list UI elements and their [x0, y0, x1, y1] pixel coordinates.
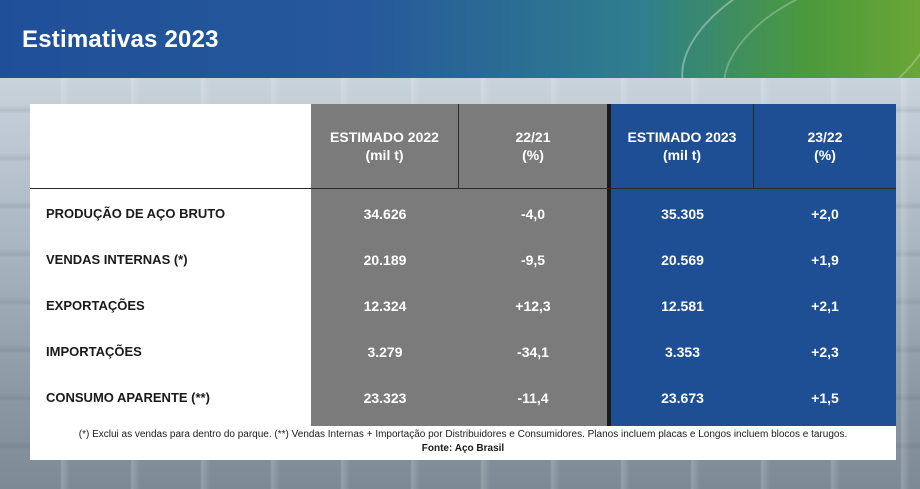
header-unit: (mil t) — [365, 147, 404, 163]
cell-var2221: -11,4 — [517, 390, 549, 406]
header-unit: (%) — [522, 147, 544, 163]
table-row: EXPORTAÇÕES 12.324 +12,3 12.581 +2,1 — [30, 283, 896, 329]
label-column — [30, 104, 311, 426]
cell-var2221: +12,3 — [515, 298, 551, 314]
var-23-22-column — [754, 104, 896, 426]
row-label: PRODUÇÃO DE AÇO BRUTO — [46, 206, 226, 221]
header-estimado-2023: ESTIMADO 2023 (mil t) — [611, 104, 754, 188]
table-row: CONSUMO APARENTE (**) 23.323 -11,4 23.67… — [30, 375, 896, 421]
cell-var2322: +1,9 — [811, 252, 839, 268]
cell-var2322: +2,1 — [811, 298, 839, 314]
cell-est2022: 34.626 — [363, 206, 407, 222]
header-estimado-2022: ESTIMADO 2022 (mil t) — [311, 104, 459, 188]
header-line: 23/22 — [807, 129, 843, 145]
cell-est2022: 20.189 — [363, 252, 407, 268]
footnote: (*) Exclui as vendas para dentro do parq… — [30, 428, 896, 456]
header-unit: (%) — [814, 147, 836, 163]
estimado-2022-column — [311, 104, 459, 426]
source-text: Fonte: Aço Brasil — [421, 443, 505, 454]
cell-var2221: -9,5 — [520, 252, 546, 268]
cell-est2023: 3.353 — [664, 344, 701, 360]
cell-est2022: 23.323 — [363, 390, 407, 406]
header-var-22-21: 22/21 (%) — [459, 104, 607, 188]
cell-est2023: 20.569 — [661, 252, 704, 268]
table-row: PRODUÇÃO DE AÇO BRUTO 34.626 -4,0 35.305… — [30, 191, 896, 237]
cell-est2023: 35.305 — [661, 206, 704, 222]
header-line: 22/21 — [515, 129, 551, 145]
row-label: IMPORTAÇÕES — [46, 344, 142, 359]
title-banner: Estimativas 2023 — [0, 0, 920, 78]
cell-var2322: +2,0 — [811, 206, 839, 222]
header-var-23-22: 23/22 (%) — [754, 104, 896, 188]
row-label: EXPORTAÇÕES — [46, 298, 145, 313]
cell-var2322: +1,5 — [811, 390, 839, 406]
cell-est2022: 12.324 — [363, 298, 407, 314]
page-title: Estimativas 2023 — [22, 26, 219, 53]
cell-var2221: -34,1 — [517, 344, 549, 360]
cell-var2221: -4,0 — [520, 206, 546, 222]
table-header-row: ESTIMADO 2022 (mil t) 22/21 (%) ESTIMADO… — [30, 104, 896, 189]
header-line: ESTIMADO 2023 — [627, 129, 737, 145]
row-label: CONSUMO APARENTE (**) — [46, 390, 210, 405]
table-row: IMPORTAÇÕES 3.279 -34,1 3.353 +2,3 — [30, 329, 896, 375]
table-row: VENDAS INTERNAS (*) 20.189 -9,5 20.569 +… — [30, 237, 896, 283]
cell-est2023: 12.581 — [661, 298, 704, 314]
cell-est2023: 23.673 — [661, 390, 704, 406]
cell-var2322: +2,3 — [811, 344, 839, 360]
header-line: ESTIMADO 2022 — [330, 129, 439, 145]
header-unit: (mil t) — [662, 147, 702, 163]
column-divider — [607, 104, 611, 426]
cell-est2022: 3.279 — [367, 344, 403, 360]
footnote-text: (*) Exclui as vendas para dentro do parq… — [78, 429, 848, 440]
row-label: VENDAS INTERNAS (*) — [46, 252, 188, 267]
var-22-21-column — [459, 104, 607, 426]
estimado-2023-column — [611, 104, 754, 426]
estimates-table: ESTIMADO 2022 (mil t) 22/21 (%) ESTIMADO… — [30, 104, 896, 426]
